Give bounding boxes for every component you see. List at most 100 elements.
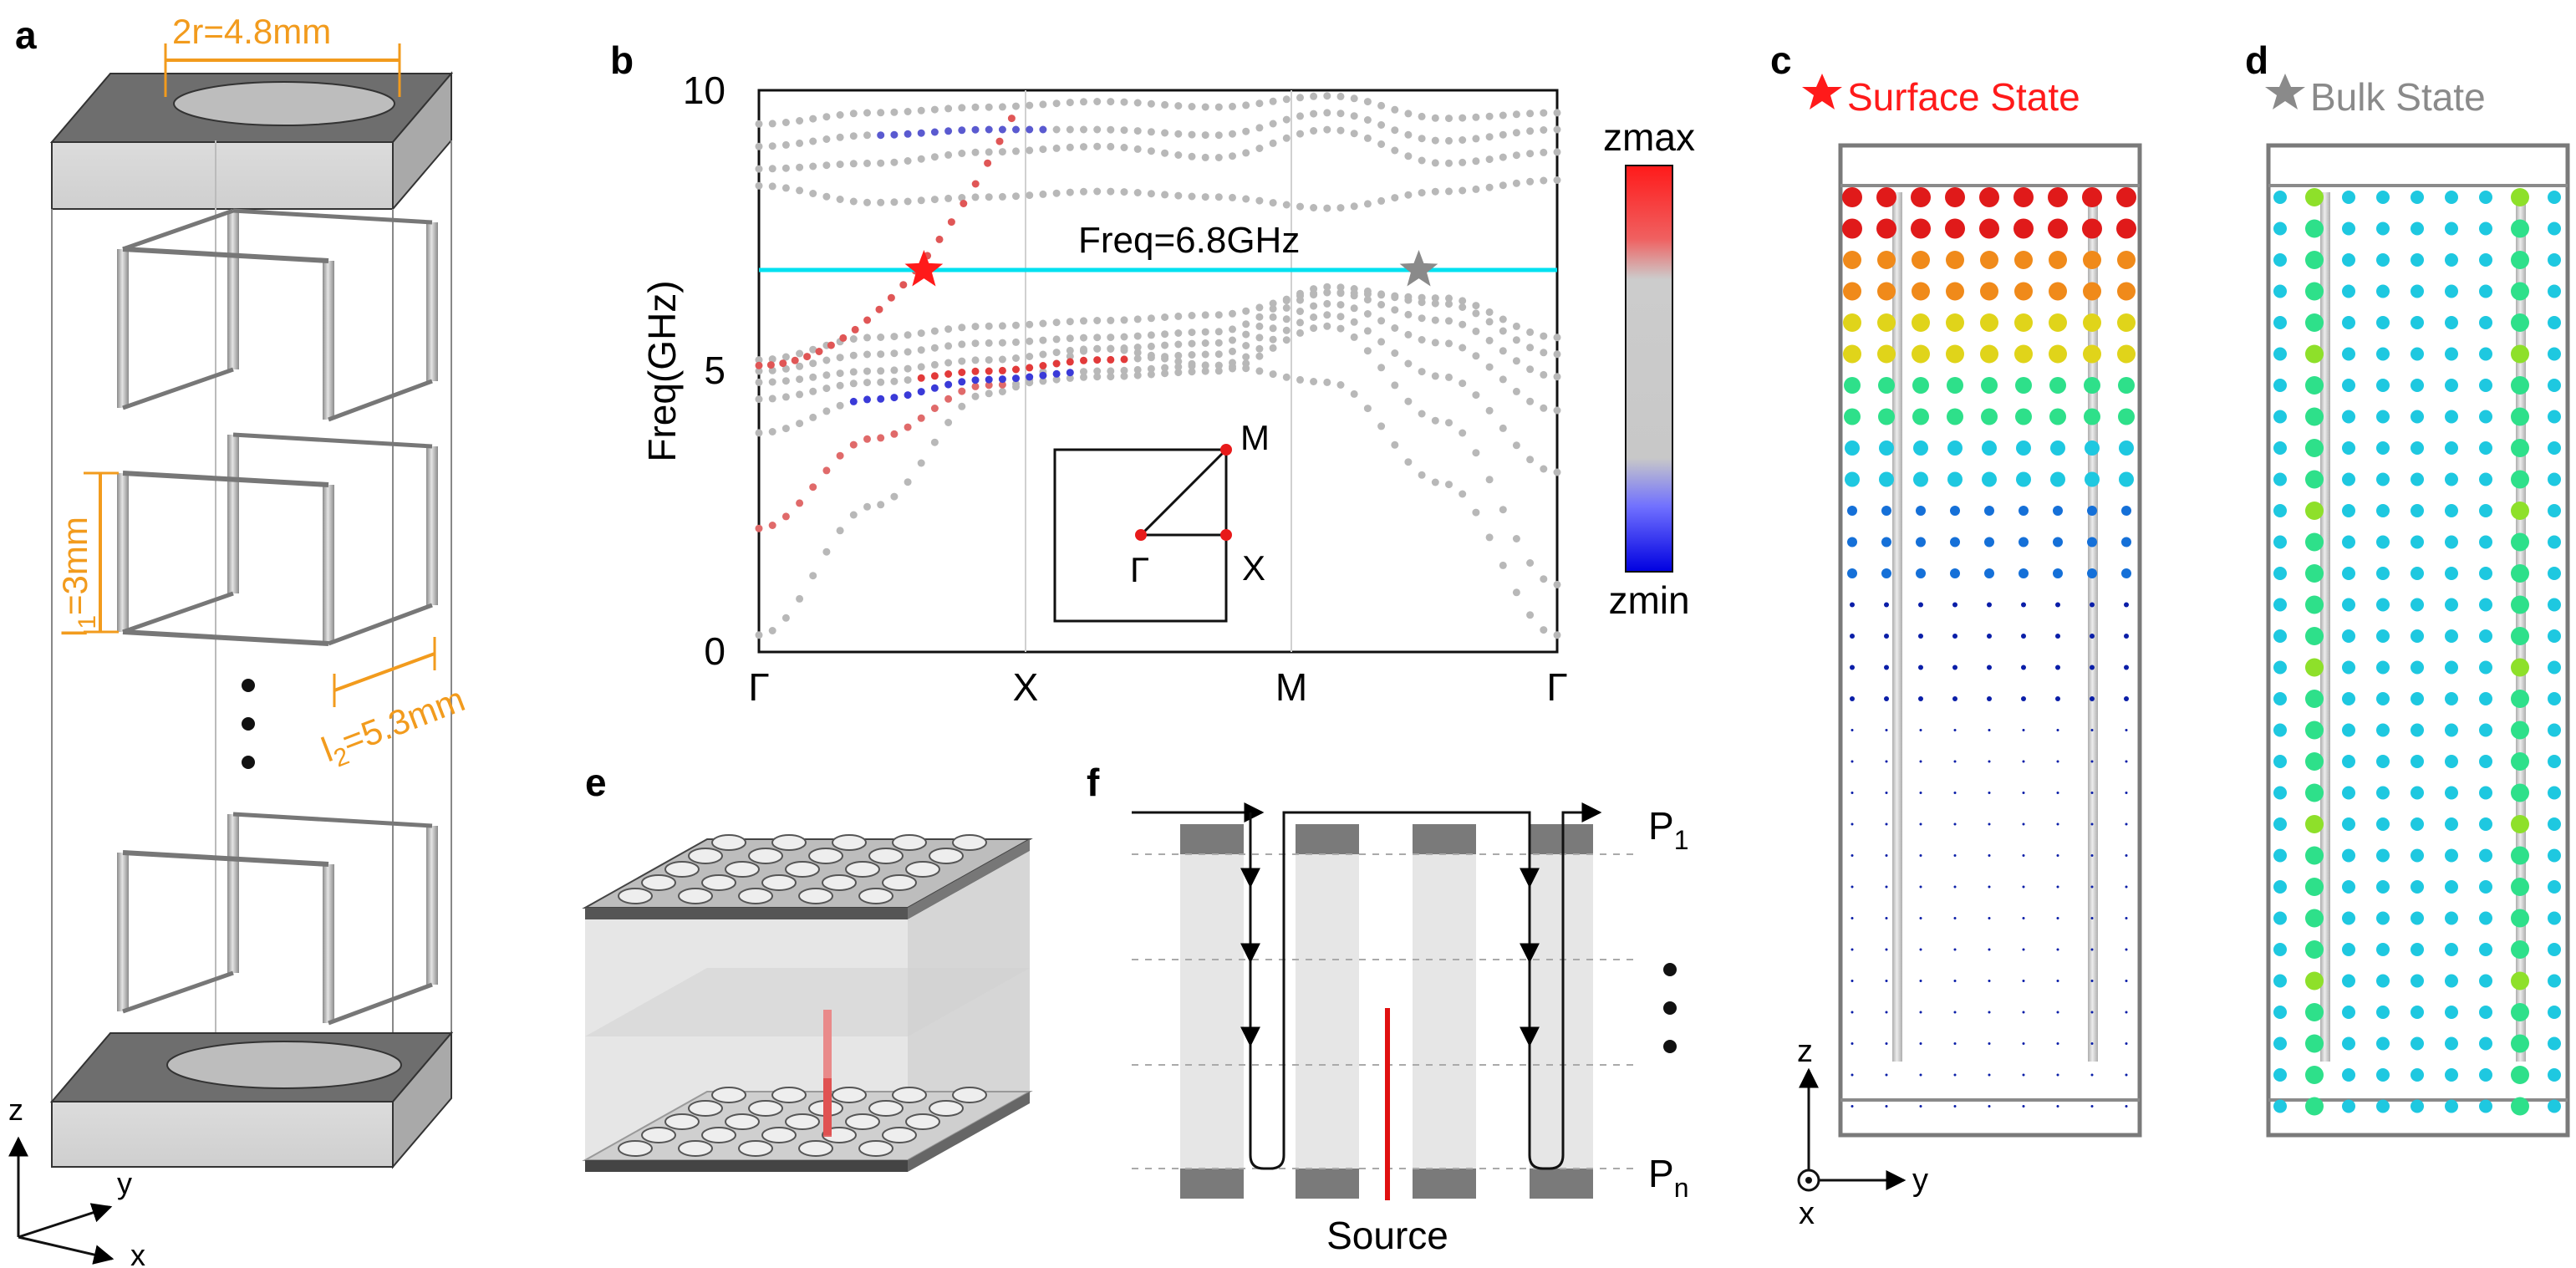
- field-arrow: [1953, 1042, 1957, 1045]
- band-point: [1229, 193, 1236, 201]
- field-arrow: [2053, 537, 2063, 547]
- band-point: [1093, 187, 1102, 196]
- band-point: [1553, 176, 1561, 184]
- band-point: [1350, 333, 1358, 341]
- field-arrow: [1950, 537, 1960, 547]
- band-point: [998, 103, 1006, 111]
- band-point: [1039, 190, 1047, 198]
- field-arrow: [2376, 347, 2390, 361]
- plate-hole: [832, 1087, 867, 1103]
- band-point: [1161, 129, 1169, 137]
- field-arrow: [2090, 885, 2094, 889]
- band-point: [1459, 114, 1467, 122]
- band-point: [1459, 297, 1467, 305]
- field-arrow: [2376, 441, 2390, 455]
- band-point: [1472, 157, 1480, 166]
- band-point: [1363, 134, 1372, 142]
- band-point: [1363, 310, 1372, 318]
- band-point: [1120, 372, 1128, 380]
- field-arrow: [1885, 1011, 1888, 1014]
- field-arrow: [2342, 692, 2355, 705]
- plate-hole: [725, 861, 760, 878]
- band-point: [781, 614, 790, 622]
- field-arrow: [2511, 658, 2529, 677]
- band-point: [1012, 379, 1020, 388]
- field-arrow: [2125, 885, 2128, 889]
- band-point: [1323, 378, 1331, 386]
- field-arrow: [1984, 568, 1994, 578]
- field-arrow: [2342, 284, 2355, 298]
- field-arrow: [1988, 822, 1991, 826]
- band-point: [917, 196, 925, 205]
- band-point: [1080, 187, 1087, 196]
- field-arrow: [2376, 786, 2390, 800]
- field-arrow: [1851, 854, 1854, 857]
- field-arrow: [1953, 885, 1957, 889]
- field-arrow: [1919, 980, 1922, 982]
- band-point: [930, 438, 939, 446]
- field-arrow: [2273, 441, 2287, 455]
- band-point: [1363, 347, 1372, 355]
- band-point: [796, 362, 804, 370]
- field-arrow: [2056, 885, 2059, 889]
- band-point: [1553, 580, 1561, 588]
- band-point: [944, 419, 953, 426]
- field-arrow: [2273, 880, 2287, 894]
- band-point: [1174, 358, 1183, 365]
- field-arrow: [2055, 665, 2060, 670]
- band-point: [917, 129, 925, 137]
- field-arrow: [2022, 948, 2025, 951]
- band-point: [1404, 152, 1413, 160]
- surface-field-arrows: [1842, 187, 2136, 1108]
- band-point: [1540, 332, 1548, 340]
- field-arrow: [2305, 1066, 2324, 1084]
- field-arrow: [1912, 251, 1930, 269]
- field-arrow: [2273, 472, 2287, 486]
- band-point: [796, 375, 804, 384]
- band-point: [1377, 364, 1386, 372]
- field-arrow: [2511, 376, 2529, 395]
- band-point: [1269, 304, 1277, 313]
- field-arrow: [1843, 344, 1861, 364]
- band-point: [1161, 341, 1169, 349]
- band-point: [1391, 146, 1399, 155]
- field-arrow: [1850, 634, 1855, 639]
- field-arrow: [2125, 792, 2128, 794]
- field-arrow: [1984, 506, 1994, 516]
- band-point: [1229, 325, 1236, 334]
- band-point: [1418, 336, 1426, 344]
- band-point: [1391, 292, 1399, 300]
- field-arrow: [2376, 1068, 2390, 1082]
- field-arrow: [2019, 568, 2029, 578]
- field-arrow: [2124, 634, 2129, 639]
- band-point: [1242, 353, 1250, 361]
- field-arrow: [1946, 344, 1964, 364]
- band-point: [985, 339, 993, 347]
- field-arrow: [1981, 408, 1998, 425]
- band-point: [917, 106, 925, 115]
- field-arrow: [2305, 909, 2324, 928]
- field-arrow: [1844, 377, 1861, 394]
- band-point: [1242, 149, 1250, 157]
- band-point: [1445, 187, 1453, 196]
- band-point: [1350, 130, 1358, 138]
- band-point: [781, 377, 790, 385]
- band-point: [1255, 367, 1264, 375]
- field-arrow: [2056, 854, 2059, 857]
- band-point: [768, 428, 776, 435]
- surface-band-point: [899, 281, 908, 289]
- y-tick-label: 5: [704, 349, 725, 392]
- surface-band-point: [815, 348, 823, 355]
- field-arrow: [2342, 629, 2355, 643]
- field-arrow: [1987, 602, 1992, 608]
- band-point: [863, 198, 871, 206]
- field-arrow: [2342, 1036, 2355, 1051]
- band-point: [1052, 144, 1061, 152]
- field-arrow: [1952, 665, 1957, 670]
- port-p1-label: P1: [1648, 804, 1688, 855]
- field-arrow: [2342, 880, 2355, 894]
- field-arrow: [2056, 917, 2059, 919]
- band-point: [1188, 312, 1196, 319]
- field-arrow: [2376, 598, 2390, 612]
- band-point: [1214, 339, 1223, 347]
